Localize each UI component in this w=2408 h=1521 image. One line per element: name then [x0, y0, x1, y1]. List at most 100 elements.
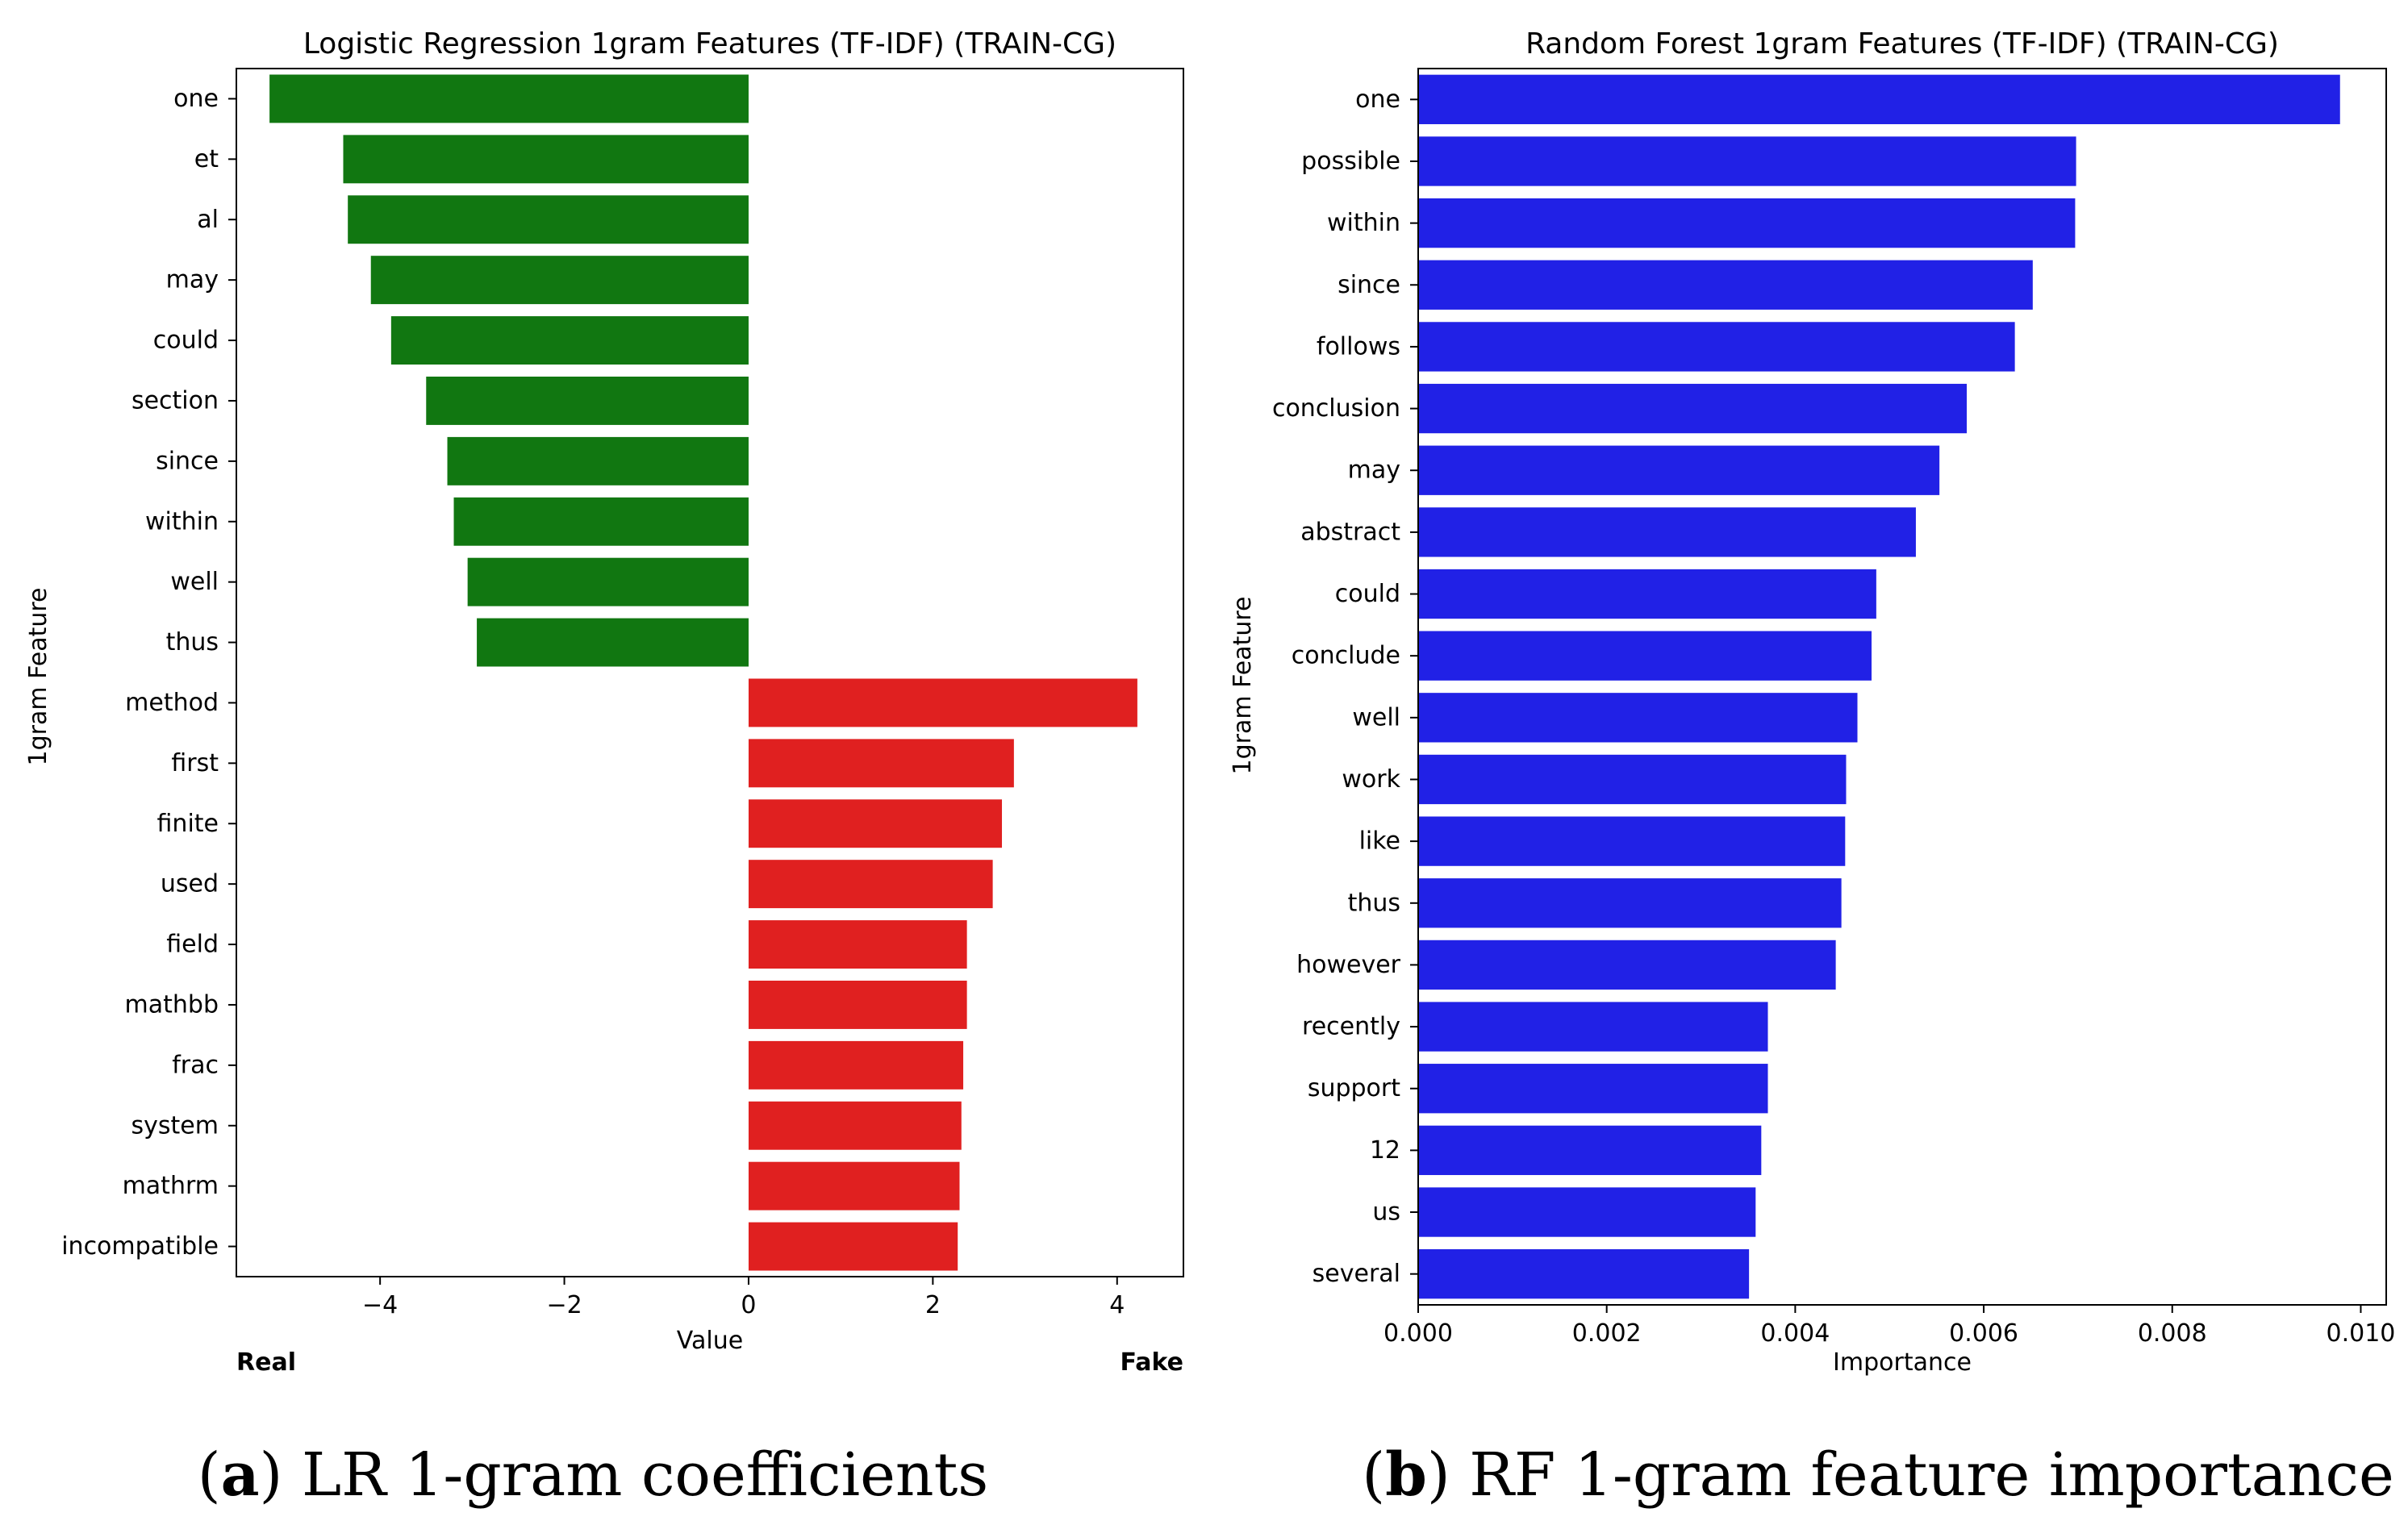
rf-xtick-label: 0.008: [2138, 1319, 2207, 1348]
rf-y-axis: one possible within since follows conclusion m…: [1272, 85, 1418, 1288]
lr-xtick-label: 2: [925, 1291, 941, 1319]
lr-bar-could: [390, 316, 749, 365]
lr-bar-one: [269, 74, 749, 123]
lr-ytick-label: one: [173, 85, 219, 113]
lr-bar-incompatible: [748, 1222, 958, 1271]
lr-bar-finite: [748, 799, 1003, 848]
lr-bar-field: [748, 920, 967, 969]
lr-caption-letter: a: [221, 1440, 260, 1510]
rf-xtick-label: 0.006: [1949, 1319, 2018, 1348]
rf-plot-frame: [1417, 68, 2387, 1306]
lr-bar-well: [467, 557, 749, 606]
rf-bar-since: [1418, 260, 2033, 310]
lr-ytick-label: system: [131, 1111, 219, 1140]
rf-xtick-label: 0.010: [2327, 1319, 2396, 1348]
lr-ytick-label: finite: [157, 810, 219, 838]
lr-caption-text: LR 1-gram coefficients: [302, 1440, 988, 1510]
lr-ytick-label: since: [156, 447, 219, 475]
lr-bar-method: [748, 678, 1137, 727]
lr-chart-panel: Logistic Regression 1gram Features (TF-I…: [24, 27, 1184, 1510]
rf-ytick-label: one: [1355, 85, 1400, 114]
rf-ytick-label: thus: [1348, 889, 1400, 917]
rf-bar-follows: [1418, 322, 2015, 372]
rf-ytick-label: however: [1296, 951, 1401, 979]
rf-bar-however: [1418, 940, 1836, 990]
rf-bar-us: [1418, 1187, 1756, 1237]
lr-ytick-label: method: [125, 689, 219, 717]
lr-bar-thus: [477, 618, 749, 667]
lr-ytick-label: well: [170, 568, 219, 596]
rf-ytick-label: could: [1335, 580, 1400, 608]
rf-ytick-label: abstract: [1300, 518, 1400, 546]
rf-ytick-label: us: [1372, 1198, 1400, 1227]
lr-chart-title: Logistic Regression 1gram Features (TF-I…: [303, 27, 1116, 60]
lr-xtick-label: 4: [1109, 1291, 1125, 1319]
lr-xtick-label: −2: [546, 1291, 582, 1319]
lr-x-axis-label: Value: [677, 1327, 743, 1355]
lr-caption: (a) LR 1-gram coefficients: [198, 1440, 989, 1510]
rf-bar-one: [1418, 74, 2340, 124]
lr-y-axis: one et al may could section since within well thu…: [61, 85, 236, 1261]
lr-bar-since: [447, 436, 749, 485]
rf-bar-could: [1418, 569, 1876, 619]
lr-ytick-label: thus: [166, 628, 219, 656]
lr-bar-first: [748, 739, 1014, 788]
rf-ytick-label: support: [1308, 1074, 1400, 1102]
lr-ytick-label: et: [194, 145, 219, 173]
lr-ytick-label: could: [153, 327, 219, 355]
rf-bar-support: [1418, 1064, 1768, 1114]
rf-bar-work: [1418, 754, 1847, 805]
rf-ytick-label: possible: [1301, 147, 1400, 175]
rf-bars: [1418, 74, 2340, 1299]
lr-ytick-label: field: [166, 931, 219, 959]
lr-ytick-label: first: [171, 749, 219, 777]
rf-ytick-label: may: [1348, 456, 1400, 485]
lr-y-axis-label: 1gram Feature: [24, 588, 52, 766]
lr-ytick-label: frac: [172, 1051, 219, 1079]
lr-ytick-label: may: [166, 266, 219, 294]
rf-ytick-label: follows: [1317, 332, 1400, 360]
rf-ytick-label: work: [1342, 765, 1400, 794]
lr-ytick-label: incompatible: [61, 1232, 219, 1261]
rf-ytick-label: conclude: [1292, 642, 1400, 670]
lr-bar-may: [370, 256, 749, 305]
lr-bar-within: [453, 497, 749, 546]
rf-ytick-label: several: [1313, 1260, 1400, 1288]
rf-bar-conclusion: [1418, 383, 1968, 434]
rf-bar-abstract: [1418, 507, 1916, 557]
rf-bar-well: [1418, 693, 1858, 743]
lr-xtick-label: −4: [362, 1291, 398, 1319]
lr-ytick-label: al: [197, 206, 219, 234]
rf-xtick-label: 0.004: [1760, 1319, 1830, 1348]
fake-annotation: Fake: [1121, 1348, 1183, 1377]
lr-plot-frame: [236, 68, 1184, 1277]
rf-caption: (b) RF 1-gram feature importance: [1362, 1440, 2394, 1510]
rf-bar-like: [1418, 816, 1846, 866]
rf-y-axis-label: 1gram Feature: [1229, 597, 1257, 775]
lr-bar-et: [343, 135, 749, 184]
rf-ytick-label: within: [1327, 209, 1400, 237]
rf-ytick-label: since: [1338, 271, 1400, 299]
lr-bar-al: [348, 195, 749, 244]
lr-ytick-label: used: [161, 870, 219, 898]
lr-ytick-label: mathrm: [123, 1172, 219, 1200]
rf-xtick-label: 0.000: [1383, 1319, 1453, 1348]
real-annotation: Real: [236, 1348, 296, 1377]
rf-ytick-label: 12: [1370, 1136, 1400, 1165]
rf-bar-conclude: [1418, 631, 1872, 681]
lr-ytick-label: within: [145, 507, 219, 535]
rf-chart-panel: Random Forest 1gram Features (TF-IDF) (T…: [1229, 27, 2395, 1510]
rf-bar-several: [1418, 1249, 1750, 1299]
rf-x-axis-label: Importance: [1833, 1348, 1972, 1377]
rf-ytick-label: recently: [1302, 1013, 1400, 1041]
rf-chart-title: Random Forest 1gram Features (TF-IDF) (T…: [1525, 27, 2279, 60]
rf-bar-within: [1418, 198, 2076, 248]
rf-ytick-label: like: [1359, 827, 1400, 856]
rf-bar-may: [1418, 445, 1940, 495]
rf-ytick-label: well: [1352, 703, 1400, 731]
rf-ytick-label: conclusion: [1272, 394, 1400, 423]
lr-x-axis: −4 −2 0 2 4: [362, 1277, 1125, 1319]
rf-caption-letter: b: [1385, 1440, 1427, 1510]
lr-bar-section: [426, 376, 749, 425]
